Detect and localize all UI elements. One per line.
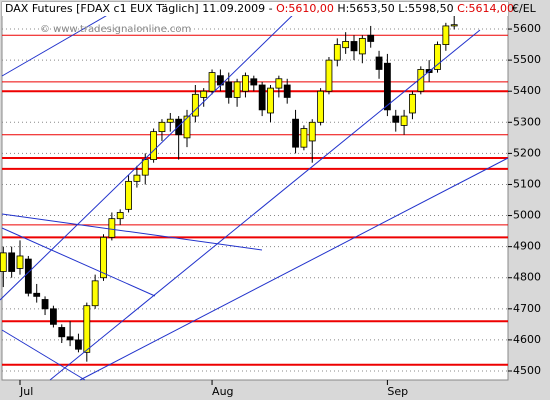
candle-body: [108, 218, 116, 238]
candle-body: [400, 115, 408, 126]
header-bg: [2, 2, 508, 16]
candle-body: [175, 118, 183, 136]
header-high-low: H:5653,50 L:5598,50: [337, 2, 453, 15]
candle-body: [292, 118, 299, 148]
y-tick-label: 4600: [513, 333, 541, 346]
candle-body: [434, 44, 441, 70]
candle-body: [300, 128, 308, 148]
x-tick-label: Aug: [212, 385, 233, 398]
x-tick-label: Jul: [19, 385, 33, 398]
candle-body: [333, 44, 341, 61]
candle-body: [367, 34, 375, 42]
candle-body: [91, 280, 99, 307]
candle-body: [33, 292, 41, 297]
y-tick-label: 5000: [513, 209, 541, 222]
candle-body: [258, 84, 266, 111]
y-tick-label: 5600: [513, 22, 541, 35]
candle-body: [283, 84, 291, 98]
candle-body: [183, 115, 191, 139]
candle-body: [150, 131, 158, 161]
watermark: © www.tradesignalonline.com: [40, 24, 191, 35]
candle-body: [242, 75, 249, 92]
candle-body: [125, 180, 132, 210]
candle-body: [166, 118, 174, 123]
candle-body: [450, 24, 458, 27]
y-tick-label: 5100: [513, 177, 541, 190]
candle-body: [442, 25, 450, 45]
candle-body: [75, 339, 82, 350]
candle-body: [267, 87, 274, 114]
plot-area: [1, 1, 509, 381]
candle-body: [8, 252, 16, 272]
candle-body: [317, 90, 325, 123]
candle-body: [16, 255, 24, 269]
plot: [0, 12, 508, 372]
candle-body: [58, 327, 66, 338]
y-tick-label: 4700: [513, 302, 541, 315]
trend-line: [49, 29, 481, 381]
y-tick-label: 5300: [513, 115, 541, 128]
header: DAX Futures [FDAX c1 EUX Täglich] 11.09.…: [5, 2, 514, 15]
candle-body: [41, 299, 49, 310]
y-tick-label: 4900: [513, 240, 541, 253]
candle-body: [375, 56, 383, 70]
candle-body: [350, 41, 358, 52]
candle-body: [392, 115, 400, 123]
candle-body: [66, 336, 74, 341]
header-open: O:5610,00: [276, 2, 334, 15]
candle-body: [83, 305, 91, 353]
candle-body: [100, 236, 107, 279]
candle-body: [225, 81, 233, 98]
candle-body: [275, 78, 283, 89]
header-close: C:5614,00: [457, 2, 514, 15]
y-tick-label: 5200: [513, 146, 541, 159]
candle-body: [325, 59, 333, 92]
candle-body: [383, 62, 391, 111]
candle-body: [200, 90, 208, 98]
y-tick-label: 4500: [513, 364, 541, 377]
candle-body: [50, 308, 57, 325]
candle-body: [308, 121, 316, 142]
trend-line: [1, 329, 86, 381]
candle-body: [116, 212, 124, 220]
candle-body: [191, 93, 199, 117]
candle-body: [133, 174, 141, 182]
y-tick-label: 5500: [513, 53, 541, 66]
candle-body: [250, 78, 258, 86]
candle-body: [141, 159, 149, 176]
y-tick-label: 4800: [513, 271, 541, 284]
y-unit: €/EL: [512, 2, 537, 15]
candle-body: [0, 252, 7, 272]
y-tick-label: 5400: [513, 84, 541, 97]
trend-line: [1, 227, 156, 297]
candle-body: [409, 93, 416, 114]
trend-line: [79, 157, 509, 381]
candle-body: [208, 72, 216, 92]
candle-body: [358, 37, 366, 55]
candle-body: [233, 81, 241, 98]
trend-line: [1, 213, 263, 251]
header-title: DAX Futures [FDAX c1 EUX Täglich] 11.09.…: [5, 2, 273, 15]
candle-body: [158, 121, 166, 133]
candle-body: [342, 41, 350, 49]
trend-line: [0, 7, 301, 301]
x-tick-label: Sep: [387, 385, 408, 398]
candle-body: [24, 258, 32, 294]
